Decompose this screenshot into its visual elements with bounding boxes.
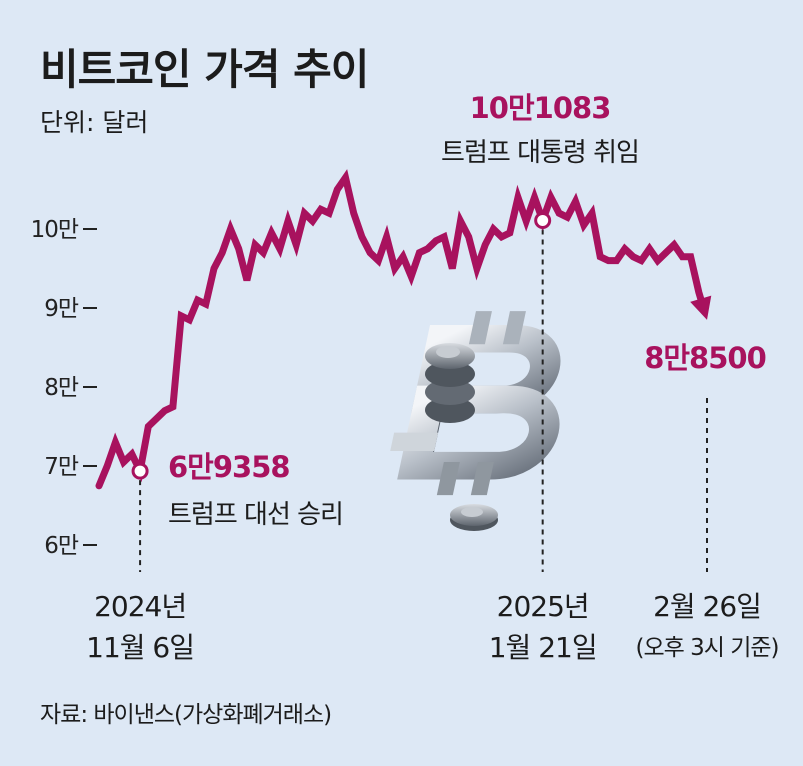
price-line xyxy=(95,169,707,490)
chart-title: 비트코인 가격 추이 xyxy=(40,45,368,94)
price-series xyxy=(95,169,712,490)
price-marker xyxy=(131,462,149,480)
unit-label: 단위: 달러 xyxy=(40,108,148,137)
price-marker xyxy=(534,211,552,229)
y-tick-label: 10만 xyxy=(31,217,79,243)
y-axis: 10만 9만 8만 7만 6만 xyxy=(31,217,97,559)
annotations: 6만9358 트럼프 대선 승리 2024년 11월 6일 10만1083 트럼프 대통령… xyxy=(86,91,779,664)
annotation-date-line1: 2024년 xyxy=(94,590,186,623)
annotation-text: 트럼프 대통령 취임 xyxy=(441,138,639,168)
annotation-value: 8만8500 xyxy=(644,341,766,375)
y-tick-label: 8만 xyxy=(44,375,79,401)
y-tick-label: 9만 xyxy=(44,296,79,322)
annotation-guide-lines xyxy=(139,229,708,572)
annotation-date-line2: 1월 21일 xyxy=(489,631,597,664)
annotation-date-line1: 2월 26일 xyxy=(653,590,761,623)
annotation-date-line2: 11월 6일 xyxy=(86,631,194,664)
annotation-date-line1: 2025년 xyxy=(497,590,589,623)
annotation-value: 6만9358 xyxy=(168,450,290,484)
source-note: 자료: 바이낸스(가상화폐거래소) xyxy=(40,702,331,728)
y-tick-label: 7만 xyxy=(44,454,79,480)
annotation-date-line2: (오후 3시 기준) xyxy=(635,635,778,661)
y-tick-label: 6만 xyxy=(44,533,79,559)
annotation-value: 10만1083 xyxy=(470,91,611,125)
annotation-text: 트럼프 대선 승리 xyxy=(168,500,343,530)
bitcoin-illustration xyxy=(390,311,561,531)
price-arrow-head xyxy=(690,295,712,320)
